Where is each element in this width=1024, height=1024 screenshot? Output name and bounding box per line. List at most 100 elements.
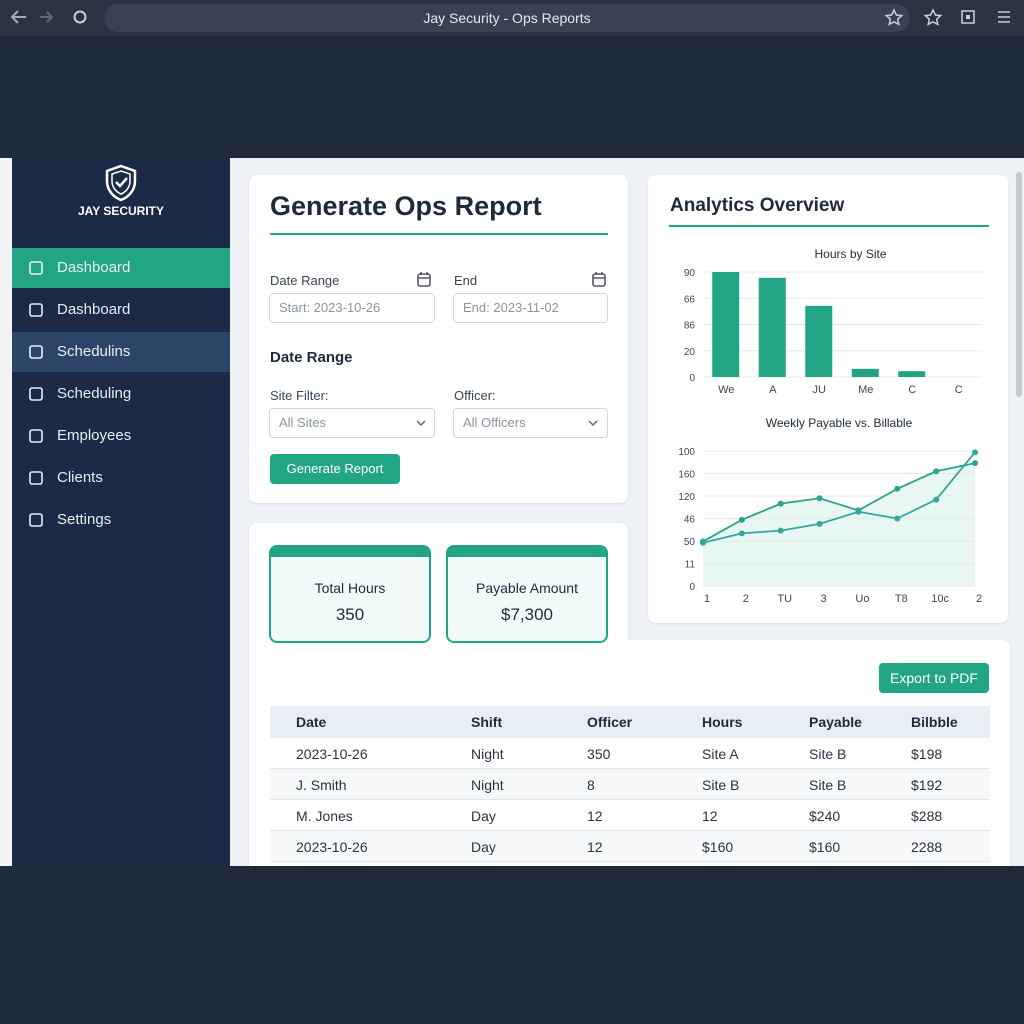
x-tick-label: Uo xyxy=(855,593,869,605)
table-row xyxy=(270,738,990,769)
nav-icon xyxy=(29,513,43,527)
table-cell: Site A xyxy=(702,746,739,762)
table-cell: Site B xyxy=(809,746,847,762)
x-tick-label: We xyxy=(718,384,734,396)
column-header: Shift xyxy=(471,714,503,730)
point xyxy=(894,485,901,492)
site-select[interactable]: All Sites xyxy=(269,408,435,438)
nav-icon xyxy=(29,387,43,401)
x-tick-label: 3 xyxy=(821,593,827,605)
point xyxy=(855,508,862,515)
table-cell: Site B xyxy=(809,777,847,793)
table-row xyxy=(270,769,990,800)
table-cell: Day xyxy=(471,839,496,855)
nav-item[interactable]: Settings xyxy=(12,500,230,540)
y-tick-label: 66 xyxy=(684,294,696,305)
x-tick-label: 1 xyxy=(704,593,710,605)
table-cell: 2288 xyxy=(911,839,943,855)
y-tick-label: 46 xyxy=(684,515,696,526)
table-row xyxy=(270,800,990,831)
point xyxy=(816,495,823,502)
line xyxy=(702,462,976,543)
nav-item[interactable]: Dashboard xyxy=(12,248,230,288)
analytics-title: Analytics Overview xyxy=(670,195,845,216)
summary-value: 350 xyxy=(335,605,365,624)
point xyxy=(933,496,940,503)
x-tick-label: A xyxy=(769,384,777,396)
table-cell: Site B xyxy=(702,777,740,793)
point xyxy=(972,460,978,467)
nav-item[interactable]: Dashboard xyxy=(12,290,230,330)
nav-item[interactable]: Clients xyxy=(12,458,230,498)
report-form: Generate Ops Report Date Range End Start… xyxy=(249,175,628,503)
table-cell: 8 xyxy=(587,777,595,793)
y-tick-label: 50 xyxy=(684,537,696,548)
table-header xyxy=(270,706,990,738)
export-button[interactable]: Export to PDF xyxy=(879,663,989,693)
table-cell: M. Jones xyxy=(296,808,353,824)
analytics-underline xyxy=(669,225,989,227)
table-cell: $240 xyxy=(809,808,841,824)
y-tick-label: 20 xyxy=(684,347,696,358)
table-cell: 2023-10-26 xyxy=(296,839,368,855)
table-cell: $288 xyxy=(911,808,943,824)
site-filter-label: Site Filter: xyxy=(270,388,329,403)
nav-buttons[interactable] xyxy=(0,0,100,36)
y-tick-label: 160 xyxy=(678,470,695,481)
nav-item[interactable]: Employees xyxy=(12,416,230,456)
brand-name: JAY SECURITY xyxy=(77,204,165,218)
y-tick-label: 90 xyxy=(684,268,696,279)
table-row xyxy=(270,831,990,862)
y-tick-label: 0 xyxy=(689,373,695,384)
point xyxy=(777,500,784,507)
x-tick-label: 2 xyxy=(976,593,982,605)
summary-label: Total Hours xyxy=(314,580,386,596)
column-header: Officer xyxy=(587,714,633,730)
end-input[interactable]: End: 2023-11-02 xyxy=(453,293,608,323)
x-tick-label: JU xyxy=(813,384,827,396)
x-tick-label: 10c xyxy=(931,593,949,605)
table-cell: Night xyxy=(471,777,504,793)
toolbar-icons[interactable] xyxy=(880,0,1020,36)
bar xyxy=(712,272,740,377)
point xyxy=(933,468,940,475)
y-tick-label: 100 xyxy=(678,447,695,458)
x-tick-label: T8 xyxy=(895,593,908,605)
x-tick-label: TU xyxy=(777,593,792,605)
form-title: Generate Ops Report xyxy=(270,191,542,221)
officer-select[interactable]: All Officers xyxy=(453,408,608,438)
brand-logo xyxy=(105,164,137,202)
x-tick-label: 2 xyxy=(743,593,749,605)
table-cell: 350 xyxy=(587,746,611,762)
nav-item[interactable]: Schedulins xyxy=(12,332,230,372)
point xyxy=(738,530,745,537)
summary-card xyxy=(269,545,431,643)
point xyxy=(816,520,823,527)
x-tick-label: C xyxy=(955,384,963,396)
nav-item[interactable]: Scheduling xyxy=(12,374,230,414)
bar xyxy=(851,368,879,377)
scrollbar[interactable] xyxy=(1016,172,1022,397)
column-header: Bilbble xyxy=(911,714,958,730)
y-tick-label: 11 xyxy=(685,560,696,571)
column-header: Date xyxy=(296,714,327,730)
table-cell: $192 xyxy=(911,777,943,793)
line xyxy=(702,451,976,544)
table-cell: Day xyxy=(471,808,496,824)
x-tick-label: Me xyxy=(858,384,873,396)
browser-bar: Jay Security - Ops Reports xyxy=(0,0,1024,36)
bar xyxy=(805,305,833,377)
summary-label: Payable Amount xyxy=(476,580,578,596)
address-bar[interactable]: Jay Security - Ops Reports xyxy=(104,4,910,32)
point xyxy=(972,449,978,456)
y-tick-label: 0 xyxy=(689,582,695,593)
point xyxy=(700,539,706,546)
generate-button[interactable]: Generate Report xyxy=(270,454,400,484)
table-cell: $160 xyxy=(702,839,734,855)
bar xyxy=(898,371,926,377)
y-tick-label: 120 xyxy=(678,492,695,503)
nav-icon xyxy=(29,429,43,443)
y-tick-label: 86 xyxy=(684,321,696,332)
start-input[interactable]: Start: 2023-10-26 xyxy=(269,293,435,323)
